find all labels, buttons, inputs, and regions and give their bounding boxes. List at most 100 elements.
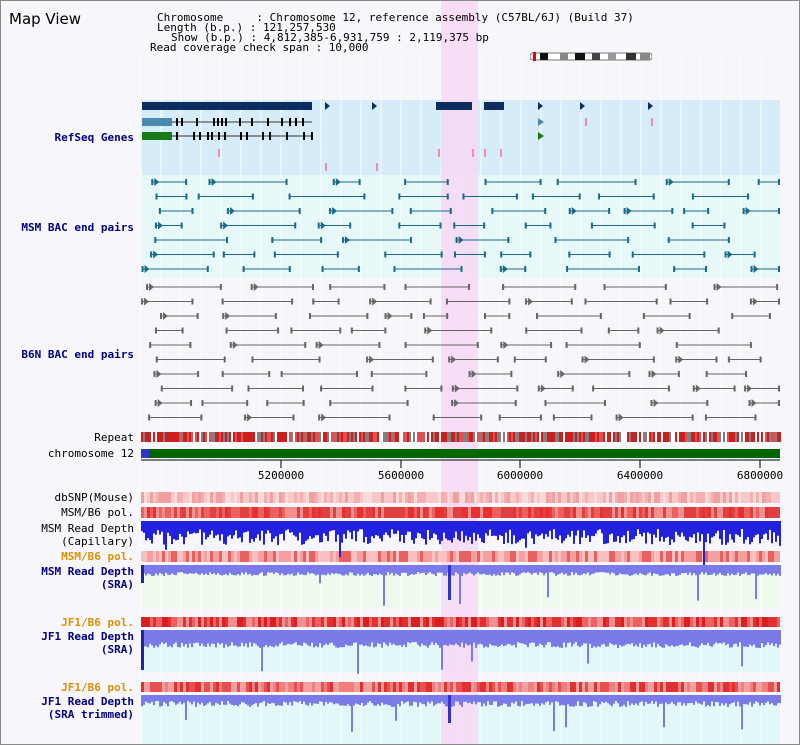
heat-cell — [306, 551, 309, 562]
depth-bar — [543, 630, 545, 648]
depth-bar — [405, 521, 407, 535]
depth-bar — [715, 521, 717, 534]
heat-cell — [732, 682, 735, 692]
bac-pair-arrow — [154, 178, 160, 186]
depth-bar — [761, 630, 763, 644]
depth-bar — [373, 565, 375, 575]
heat-cell — [369, 492, 372, 503]
heat-cell — [324, 507, 327, 518]
bac-pair-end — [158, 208, 161, 214]
depth-bar — [455, 521, 457, 532]
depth-bar — [261, 565, 263, 573]
heat-cell — [210, 507, 213, 518]
depth-bar — [155, 695, 157, 702]
heat-cell — [765, 551, 768, 562]
heat-cell — [339, 507, 342, 518]
heat-cell — [576, 617, 579, 627]
depth-bar — [533, 695, 535, 706]
depth-bar — [381, 630, 383, 648]
depth-bar — [219, 521, 221, 541]
repeat-mark — [237, 432, 239, 442]
depth-bar — [259, 630, 261, 648]
depth-bar — [541, 695, 543, 704]
bac-pair-end — [731, 313, 734, 319]
depth-bar — [675, 630, 677, 647]
bac-pair-end — [747, 193, 750, 200]
heat-cell — [423, 507, 426, 518]
depth-bar — [733, 521, 735, 543]
bac-pair-end — [432, 414, 435, 421]
heat-cell — [642, 617, 645, 627]
depth-bar — [443, 521, 445, 533]
repeat-mark — [275, 432, 277, 442]
depth-bar — [193, 521, 195, 533]
bac-pair-end — [291, 298, 294, 305]
heat-cell — [456, 507, 459, 518]
depth-bar — [407, 630, 409, 643]
bac-pair-end — [599, 313, 602, 319]
repeat-mark — [749, 432, 751, 442]
bac-pair-end — [745, 371, 748, 377]
heat-cell — [723, 507, 726, 518]
repeat-mark — [671, 432, 673, 442]
depth-bar — [427, 565, 429, 574]
depth-bar — [457, 630, 459, 645]
heat-cell — [456, 617, 459, 627]
depth-bar — [521, 565, 523, 573]
gene-exon — [176, 132, 178, 140]
bac-pair-end — [598, 193, 601, 200]
depth-bar — [289, 521, 291, 533]
depth-bar — [527, 630, 529, 648]
depth-bar — [241, 695, 243, 703]
heat-cell — [477, 682, 480, 692]
heat-cell — [540, 507, 543, 518]
depth-bar — [585, 630, 587, 644]
heat-cell — [486, 492, 489, 503]
heat-cell — [525, 617, 528, 627]
bac-pair-arrow — [163, 312, 169, 320]
depth-bar — [483, 521, 485, 544]
depth-bar — [707, 695, 709, 706]
heat-cell — [618, 507, 621, 518]
bac-pair-end — [141, 298, 144, 305]
heat-cell — [531, 617, 534, 627]
heat-cell — [216, 551, 219, 562]
bac-pair-end — [778, 298, 780, 305]
chromosome-ideogram[interactable] — [530, 52, 652, 61]
heat-cell — [513, 682, 516, 692]
depth-bar — [423, 565, 425, 573]
repeat-mark — [439, 432, 441, 442]
depth-bar — [731, 565, 733, 574]
depth-bar — [503, 565, 505, 576]
depth-bar — [613, 521, 615, 542]
depth-bar — [157, 630, 159, 648]
heat-cell — [369, 507, 372, 518]
heat-cell — [339, 682, 342, 692]
bac-pair-end — [508, 313, 511, 319]
heat-cell — [453, 617, 456, 627]
repeat-mark — [523, 432, 525, 442]
depth-bar — [253, 565, 255, 575]
bac-pair-end — [317, 222, 320, 229]
depth-bar — [525, 521, 527, 548]
heat-cell — [273, 617, 276, 627]
depth-bar — [511, 521, 513, 545]
depth-bar — [377, 630, 379, 644]
heat-cell — [414, 551, 417, 562]
depth-bar — [399, 521, 401, 542]
repeat-mark — [313, 432, 315, 442]
depth-bar — [287, 695, 289, 705]
bac-pair-end — [483, 222, 486, 229]
depth-bar — [519, 630, 521, 643]
heat-cell — [717, 682, 720, 692]
depth-bar — [575, 565, 577, 573]
heat-cell — [366, 617, 369, 627]
depth-bar — [553, 521, 555, 530]
heat-cell — [234, 507, 237, 518]
depth-bar — [623, 695, 625, 705]
depth-bar — [733, 630, 735, 645]
depth-bar — [199, 630, 201, 646]
heat-cell — [249, 682, 252, 692]
depth-bar — [351, 630, 353, 646]
